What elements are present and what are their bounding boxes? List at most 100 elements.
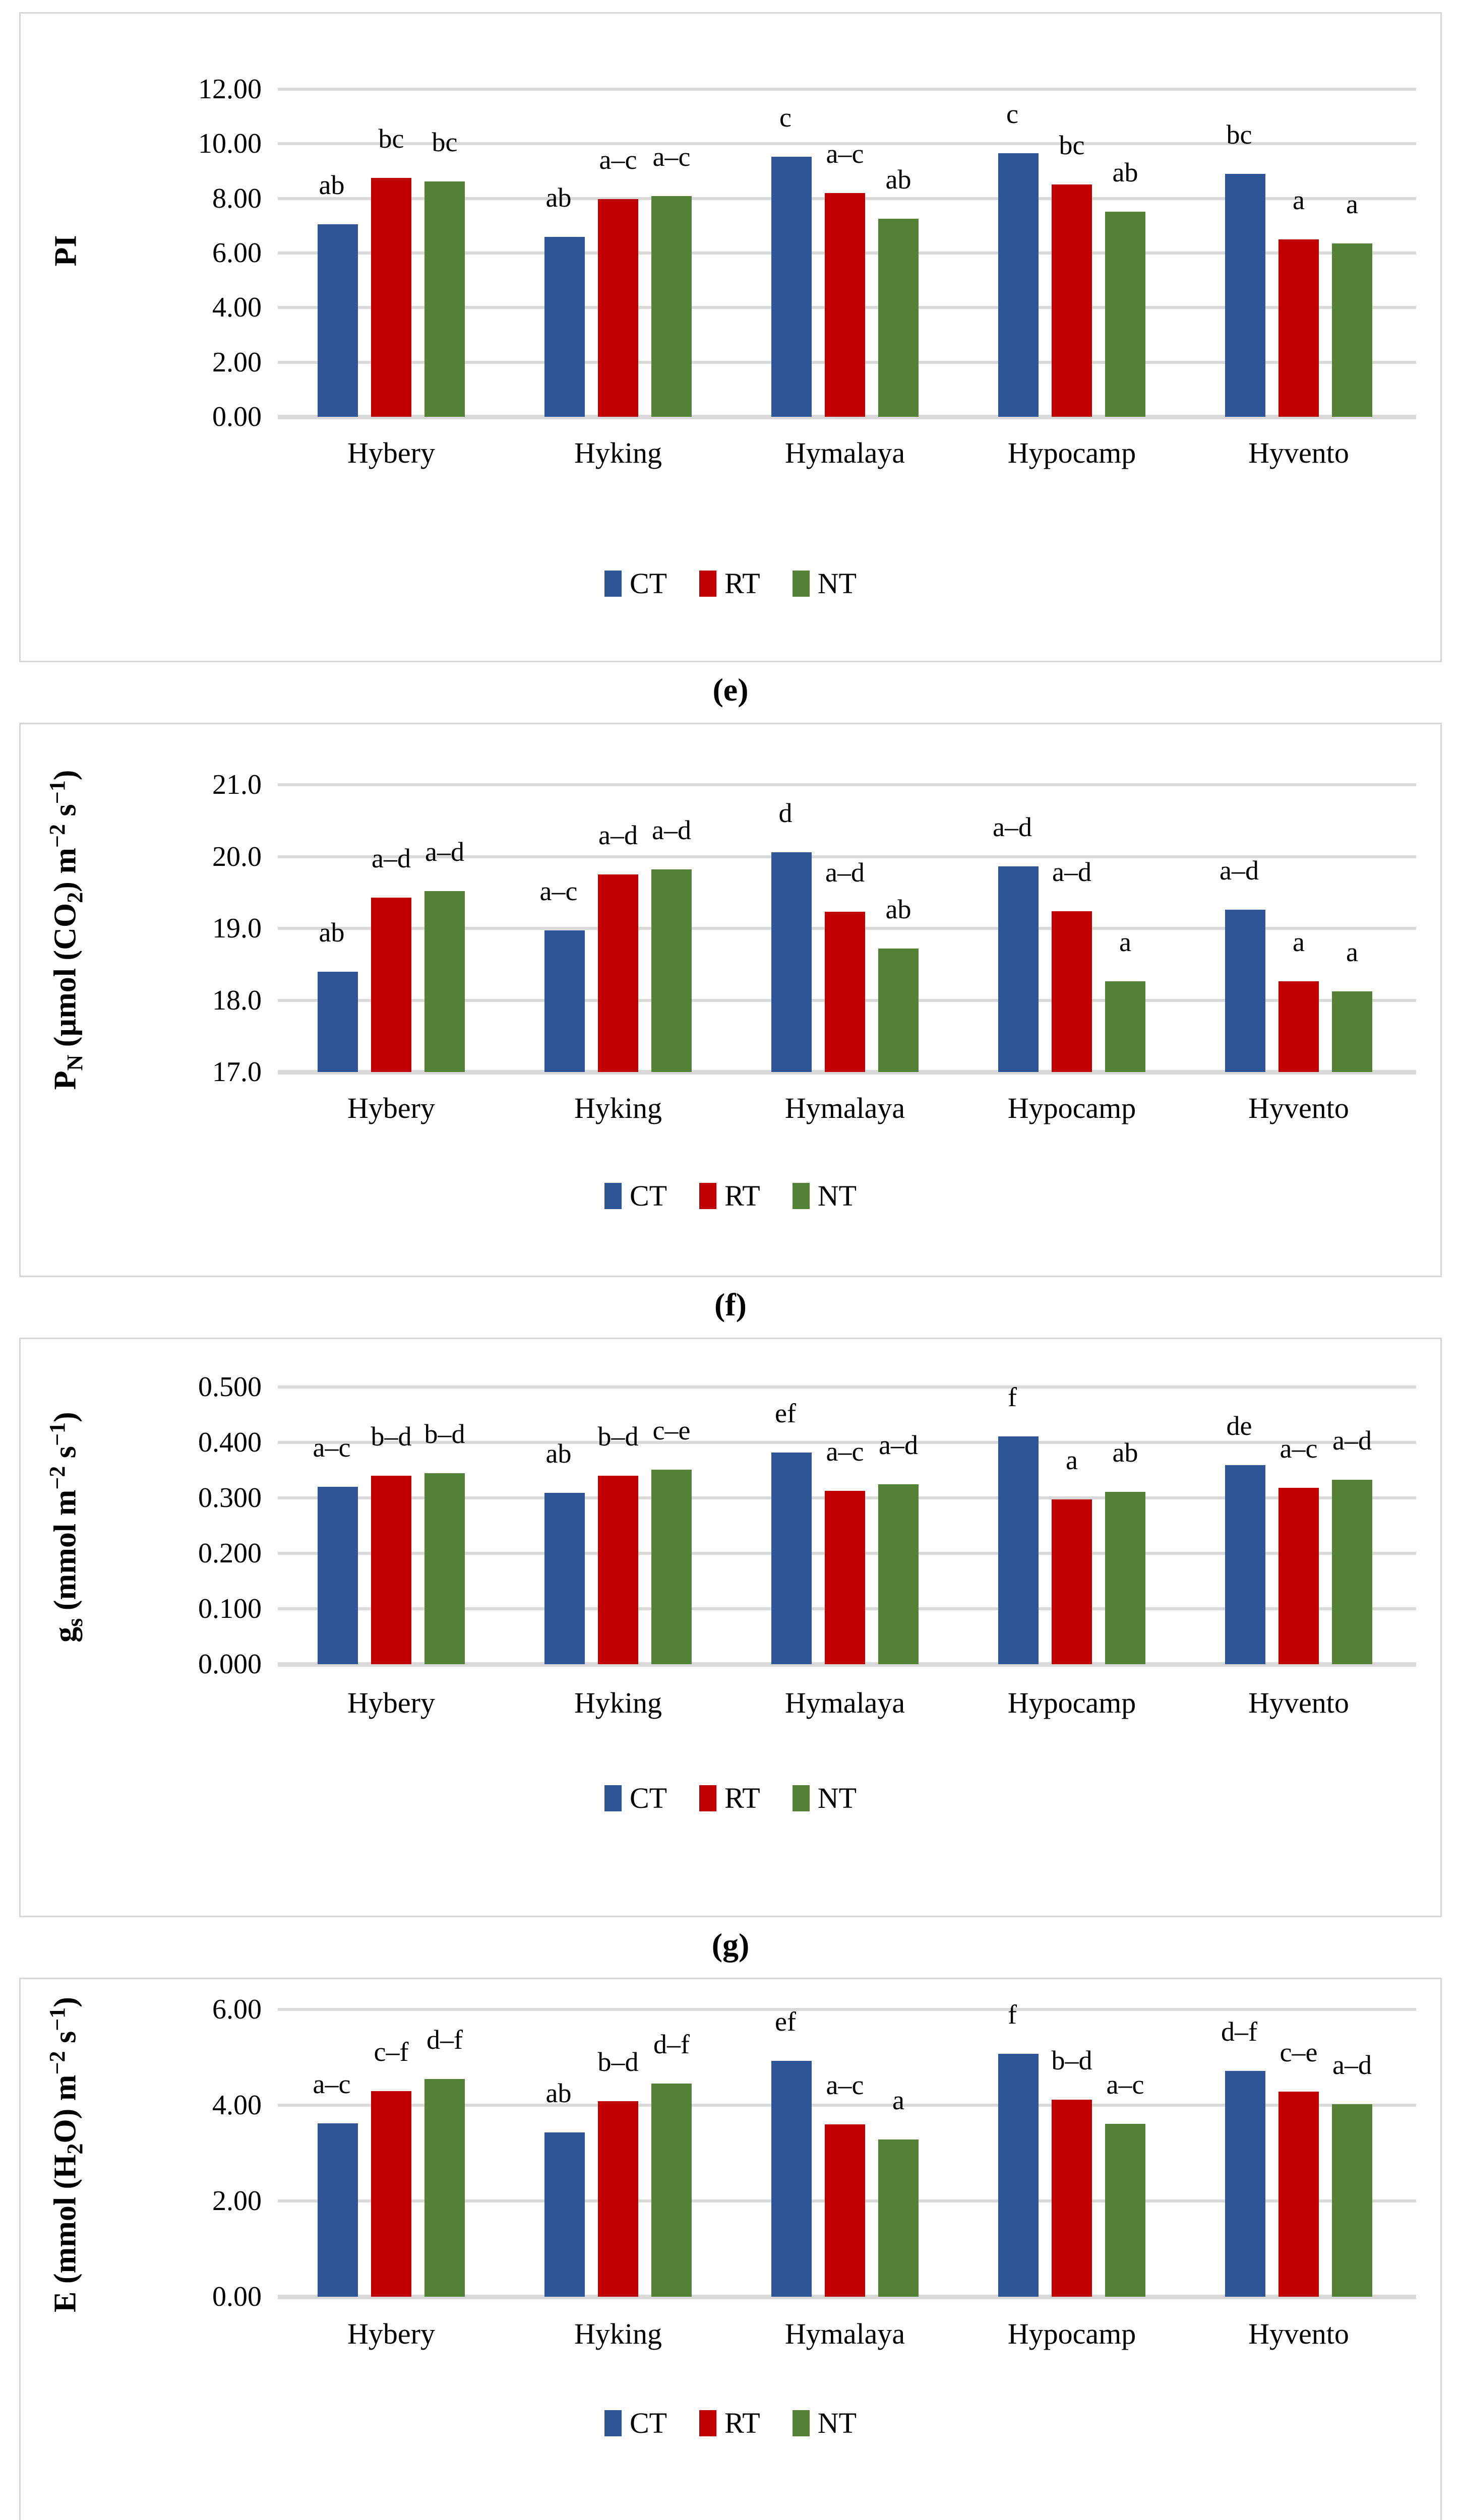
bar-nt-hyvento (1332, 1479, 1372, 1664)
y-axis-tick-label: 2.00 (212, 346, 262, 378)
y-axis-label: PI (48, 235, 83, 267)
y-axis-tick-label: 8.00 (212, 182, 262, 214)
bar-rt-hyking (598, 874, 638, 1072)
bar-ct-hyvento (1225, 173, 1265, 417)
x-category-label: Hyvento (1248, 436, 1349, 469)
y-axis-tick-label: 20.0 (212, 841, 262, 872)
legend-label-rt: RT (724, 567, 760, 600)
legend-swatch-nt (792, 1183, 810, 1209)
chart-legend: CT RT NT (21, 568, 1440, 599)
x-category-label: Hyking (574, 2317, 662, 2350)
x-category-label: Hypocamp (1007, 436, 1136, 469)
bar-rt-hybery (371, 178, 411, 417)
chart-legend: CT RT NT (21, 2408, 1440, 2439)
significance-letter: c (1006, 98, 1018, 129)
bar-rt-hymalaya (825, 1490, 865, 1664)
significance-letter: a–d (1220, 855, 1259, 886)
chart-caption-e: (e) (712, 672, 749, 708)
significance-letter: c–e (652, 1415, 691, 1445)
legend-label-nt: NT (817, 1179, 857, 1212)
significance-letter: d–f (653, 2029, 690, 2060)
significance-letter: ab (885, 894, 911, 924)
significance-letter: a–d (1052, 856, 1091, 887)
x-category-label: Hyvento (1248, 2317, 1349, 2350)
bar-nt-hyking (651, 196, 692, 417)
bar-nt-hymalaya (878, 948, 919, 1072)
y-axis-tick-label: 12.00 (198, 74, 262, 105)
y-axis-tick-label: 21.0 (212, 769, 262, 800)
significance-letter: c–f (374, 2036, 409, 2067)
legend-label-nt: NT (817, 1782, 857, 1814)
bar-ct-hyking (544, 2132, 585, 2297)
significance-letter: c (779, 102, 792, 133)
bar-rt-hyking (598, 199, 638, 417)
bar-nt-hyking (651, 1469, 692, 1664)
gridline (278, 783, 1416, 786)
significance-letter: a–d (1332, 1425, 1372, 1456)
significance-letter: f (1008, 1381, 1017, 1412)
legend-item-rt: RT (699, 1783, 760, 1814)
y-axis-tick-label: 0.000 (198, 1649, 262, 1680)
y-axis-tick-label: 18.0 (212, 984, 262, 1016)
legend-swatch-ct (604, 1183, 622, 1209)
significance-letter: a (1119, 927, 1131, 958)
significance-letter: ab (319, 170, 345, 201)
significance-letter: ab (319, 917, 345, 948)
bar-nt-hypocamp (1105, 2124, 1145, 2297)
legend-item-nt: NT (792, 1179, 857, 1212)
legend-item-ct: CT (604, 1783, 667, 1814)
significance-letter: ab (885, 164, 911, 195)
y-axis-tick-label: 6.00 (212, 237, 262, 269)
significance-letter: bc (1226, 119, 1252, 150)
significance-letter: d–f (427, 2024, 463, 2055)
legend-swatch-rt (699, 2410, 717, 2436)
gridline (278, 1441, 1416, 1444)
significance-letter: a (1066, 1445, 1078, 1476)
significance-letter: a–c (826, 1436, 864, 1467)
chart-panel-f: 21.0 20.0 19.0 18.0 17.0 PN (µmol (CO2) m−2 s… (19, 723, 1442, 1277)
significance-letter: a–c (539, 876, 578, 907)
significance-letter: a–d (372, 843, 411, 873)
x-category-label: Hybery (347, 1092, 435, 1124)
significance-letter: a (1293, 184, 1305, 215)
bar-rt-hybery (371, 1476, 411, 1664)
significance-letter: ab (545, 182, 572, 213)
bar-rt-hypocamp (1052, 184, 1092, 417)
significance-letter: a–c (826, 138, 864, 169)
y-axis-tick-label: 2.00 (212, 2185, 262, 2217)
x-category-label: Hyking (574, 436, 662, 469)
significance-letter: a (892, 2085, 904, 2116)
bar-ct-hypocamp (998, 866, 1039, 1072)
significance-letter: ab (545, 2078, 572, 2109)
figure-section-g: 0.500 0.400 0.300 0.200 0.100 0.000 gs (mmol m… (0, 1338, 1461, 1978)
legend-swatch-nt (792, 571, 810, 597)
legend-swatch-nt (792, 2410, 810, 2436)
bar-ct-hybery (318, 971, 358, 1072)
x-category-label: Hypocamp (1007, 2317, 1136, 2350)
significance-letter: a (1293, 927, 1305, 958)
y-axis-tick-label: 4.00 (212, 2090, 262, 2121)
bar-nt-hyking (651, 2084, 692, 2297)
x-category-label: Hybery (347, 436, 435, 469)
chart-caption-f: (f) (714, 1287, 747, 1322)
significance-letter: ef (775, 2006, 796, 2037)
y-axis-tick-label: 0.00 (212, 401, 262, 432)
legend-swatch-rt (699, 1785, 717, 1811)
significance-letter: a–d (425, 836, 464, 867)
significance-letter: a–c (826, 2070, 864, 2100)
bar-nt-hyvento (1332, 991, 1372, 1072)
bar-ct-hypocamp (998, 153, 1039, 417)
legend-swatch-ct (604, 571, 622, 597)
bar-rt-hybery (371, 2091, 411, 2297)
bar-ct-hyvento (1225, 909, 1265, 1072)
significance-letter: a–c (313, 2069, 351, 2100)
legend-label-ct: CT (629, 567, 667, 600)
legend-label-rt: RT (724, 2407, 760, 2439)
significance-letter: a–d (652, 815, 691, 846)
legend-swatch-rt (699, 571, 717, 597)
bar-ct-hyking (544, 1493, 585, 1664)
bar-nt-hyvento (1332, 243, 1372, 417)
significance-letter: a–c (652, 142, 691, 172)
significance-letter: b–d (1051, 2045, 1092, 2075)
chart-caption-g: (g) (711, 1927, 750, 1963)
